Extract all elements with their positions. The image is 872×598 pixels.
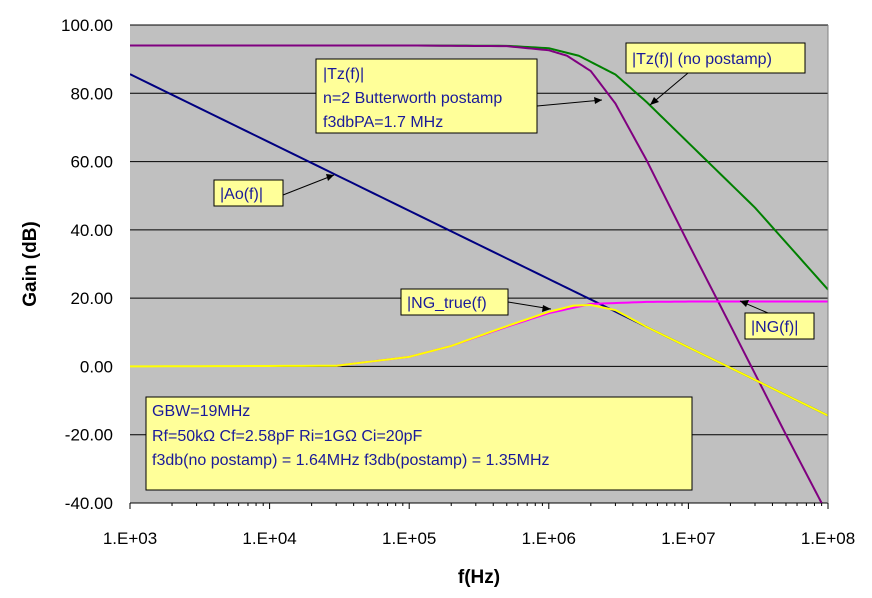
annotation-tz-no-postamp-box bbox=[625, 42, 806, 74]
annotation-tz-no-postamp-text: |Tz(f)| (no postamp) bbox=[632, 51, 772, 68]
y-tick-label-6: 80.00 bbox=[70, 84, 113, 103]
annotation-tz-no-postamp: |Tz(f)| (no postamp) bbox=[625, 42, 806, 106]
y-tick-labels: -40.00 -20.00 0.00 20.00 40.00 60.00 80.00 100.… bbox=[61, 16, 113, 513]
annotation-tz-postamp-line-3: f3dbPA=1.7 MHz bbox=[323, 114, 443, 131]
y-tick-label-0: -40.00 bbox=[65, 494, 113, 513]
y-axis-title: Gain (dB) bbox=[20, 221, 41, 307]
y-tick-label-3: 20.00 bbox=[70, 289, 113, 308]
annotation-parameters-line-2: Rf=50kΩ Cf=2.58pF Ri=1GΩ Ci=20pF bbox=[152, 428, 423, 445]
annotation-ng-true-arrowhead bbox=[542, 305, 551, 312]
annotation-ng-box bbox=[744, 312, 815, 340]
y-tick-label-4: 40.00 bbox=[70, 221, 113, 240]
annotation-tz-postamp-line-1: |Tz(f)| bbox=[323, 66, 364, 83]
annotation-tz-postamp: |Tz(f)| n=2 Butterworth postamp f3dbPA=1… bbox=[315, 58, 603, 134]
annotation-ng-true: |NG_true(f) bbox=[400, 288, 552, 316]
annotation-ao-arrow bbox=[282, 174, 335, 196]
x-axis-title: f(Hz) bbox=[458, 567, 500, 588]
x-tick-label-4: 1.E+07 bbox=[661, 529, 715, 548]
x-tick-labels: 1.E+03 1.E+04 1.E+05 1.E+06 1.E+07 1.E+08 bbox=[103, 503, 855, 548]
annotation-parameters-line-1: GBW=19MHz bbox=[152, 403, 250, 420]
series-line-4 bbox=[130, 303, 828, 417]
annotation-parameters-box bbox=[145, 396, 693, 491]
annotation-tz-no-postamp-arrowhead bbox=[650, 97, 659, 105]
y-tick-label-1: -20.00 bbox=[65, 426, 113, 445]
y-tick-label-2: 0.00 bbox=[80, 357, 113, 376]
annotation-ao: |Ao(f)| bbox=[213, 174, 335, 207]
x-tick-label-0: 1.E+03 bbox=[103, 529, 157, 548]
annotation-ao-box bbox=[213, 179, 284, 207]
annotation-ng-true-box bbox=[400, 288, 509, 316]
annotation-parameters-line-3: f3db(no postamp) = 1.64MHz f3db(postamp)… bbox=[152, 452, 550, 469]
annotation-tz-postamp-arrowhead bbox=[594, 97, 602, 104]
annotation-tz-postamp-line-2: n=2 Butterworth postamp bbox=[323, 90, 502, 107]
annotation-ao-text: |Ao(f)| bbox=[220, 186, 263, 203]
y-tick-label-5: 60.00 bbox=[70, 153, 113, 172]
x-tick-label-5: 1.E+08 bbox=[801, 529, 855, 548]
annotation-parameters: GBW=19MHz Rf=50kΩ Cf=2.58pF Ri=1GΩ Ci=20… bbox=[145, 396, 693, 491]
x-tick-label-3: 1.E+06 bbox=[522, 529, 576, 548]
series-line-2 bbox=[130, 44, 823, 503]
annotation-ng-true-text: |NG_true(f) bbox=[407, 295, 487, 312]
annotation-ng-arrowhead bbox=[740, 300, 749, 307]
annotation-ao-arrowhead bbox=[326, 174, 334, 181]
annotation-ng-text: |NG(f)| bbox=[751, 319, 798, 336]
x-tick-label-2: 1.E+05 bbox=[382, 529, 436, 548]
annotation-tz-postamp-box bbox=[315, 58, 538, 134]
annotation-tz-postamp-arrow bbox=[536, 99, 603, 107]
x-tick-label-1: 1.E+04 bbox=[242, 529, 296, 548]
annotation-ng: |NG(f)| bbox=[739, 300, 815, 340]
series-layer bbox=[130, 44, 828, 503]
y-tick-label-7: 100.00 bbox=[61, 16, 113, 35]
